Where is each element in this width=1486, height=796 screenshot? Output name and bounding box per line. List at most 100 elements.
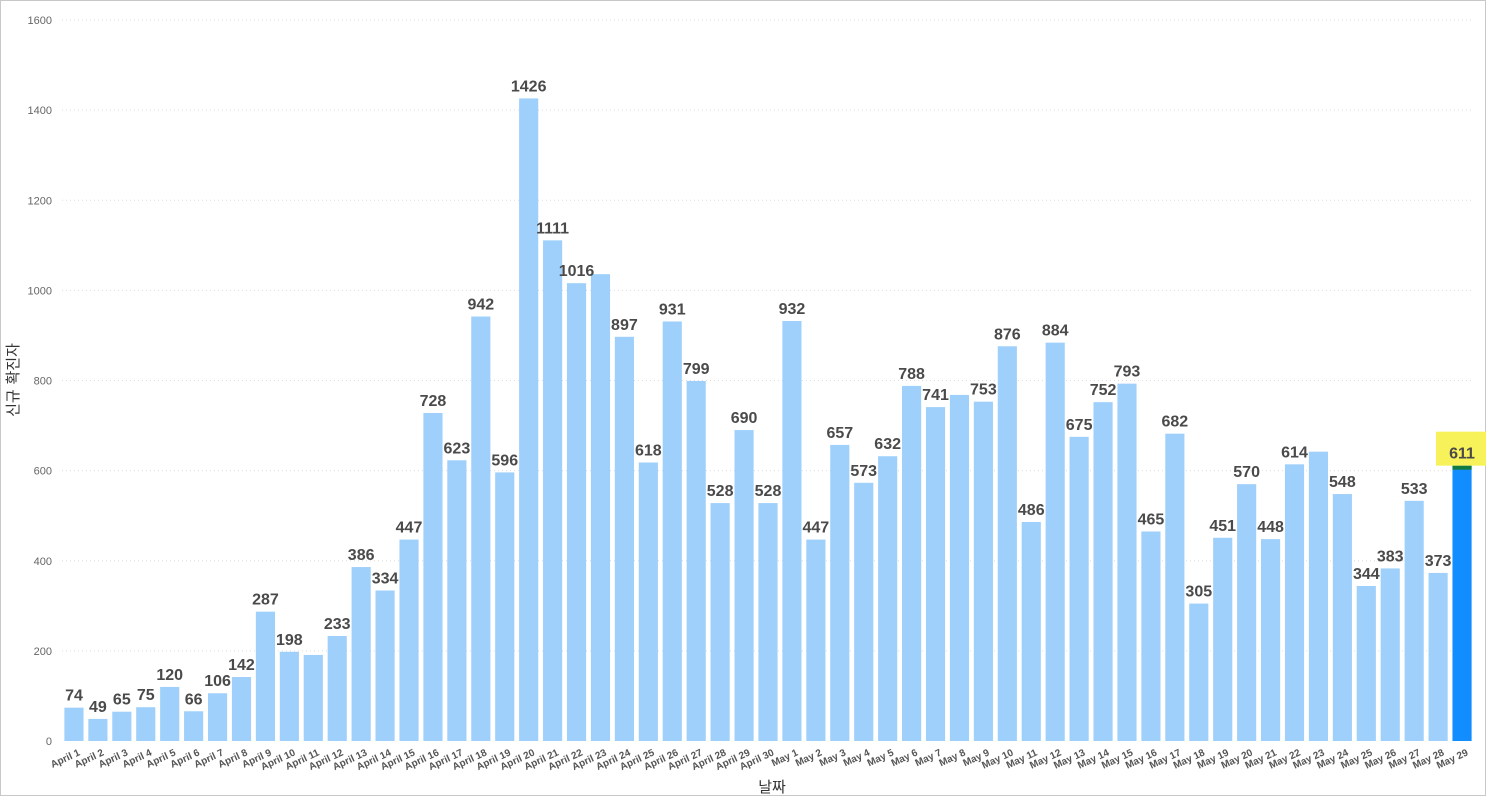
data-label: 465 [1138, 511, 1165, 528]
bar[interactable] [1261, 539, 1281, 741]
bar[interactable] [1404, 500, 1424, 741]
bar[interactable] [231, 677, 252, 741]
bar[interactable] [207, 693, 228, 741]
bar[interactable] [1428, 572, 1448, 741]
data-label: 690 [731, 410, 758, 427]
bar[interactable] [112, 711, 132, 741]
bar[interactable] [925, 407, 946, 741]
bar[interactable] [949, 394, 970, 741]
data-label: 573 [850, 463, 877, 480]
data-label: 753 [970, 382, 997, 399]
bar[interactable] [878, 456, 898, 741]
data-label: 596 [491, 452, 518, 469]
bar[interactable] [758, 503, 778, 741]
bar[interactable] [160, 686, 180, 741]
bar[interactable] [447, 460, 467, 741]
data-label: 570 [1233, 464, 1260, 481]
data-label: 448 [1257, 519, 1284, 536]
bar[interactable] [662, 321, 682, 741]
bar[interactable] [590, 274, 611, 741]
data-label: 793 [1114, 364, 1141, 381]
data-label: 451 [1209, 518, 1236, 535]
bar[interactable] [614, 336, 634, 741]
bars[interactable] [64, 98, 1472, 741]
data-label: 66 [185, 691, 203, 708]
bar[interactable] [279, 651, 299, 741]
bar[interactable] [710, 503, 730, 741]
bar[interactable] [423, 412, 443, 741]
bar[interactable] [255, 611, 275, 741]
data-label: 198 [276, 632, 303, 649]
bar[interactable] [1165, 433, 1185, 741]
data-label: 334 [372, 570, 399, 587]
bar[interactable] [734, 430, 754, 741]
bar[interactable] [1356, 585, 1376, 741]
bar[interactable] [543, 240, 563, 741]
bar[interactable] [471, 316, 491, 741]
bar[interactable] [1284, 464, 1305, 741]
data-label: 49 [89, 699, 107, 716]
data-label: 752 [1090, 382, 1117, 399]
bar[interactable] [399, 539, 419, 741]
data-label: 75 [137, 687, 155, 704]
bar[interactable] [1117, 383, 1137, 741]
y-tick-label: 400 [34, 556, 52, 568]
data-label: 611 [1449, 446, 1475, 463]
bar[interactable] [1069, 436, 1089, 741]
data-label: 788 [898, 366, 925, 383]
bar[interactable] [303, 654, 323, 741]
data-label: 799 [683, 361, 710, 378]
data-label: 373 [1425, 553, 1452, 570]
data-label: 1426 [511, 78, 547, 95]
data-label: 528 [755, 483, 782, 500]
y-tick-label: 600 [34, 466, 52, 478]
data-label: 1016 [559, 263, 595, 280]
data-label: 623 [444, 440, 471, 457]
bar[interactable] [495, 472, 515, 741]
bar[interactable] [327, 636, 347, 741]
data-label: 233 [324, 616, 351, 633]
bar[interactable] [1141, 531, 1161, 741]
bar[interactable] [1452, 465, 1472, 741]
data-label: 383 [1377, 548, 1404, 565]
bar[interactable] [1213, 537, 1233, 741]
bar[interactable] [566, 283, 587, 741]
bar[interactable] [830, 444, 850, 741]
data-label: 486 [1018, 502, 1045, 519]
bar[interactable] [1332, 494, 1352, 741]
bar[interactable] [997, 346, 1017, 741]
y-tick-label: 200 [34, 646, 52, 658]
bar[interactable] [686, 380, 706, 741]
bar[interactable] [782, 321, 802, 741]
data-label: 942 [467, 297, 494, 314]
bar[interactable] [638, 462, 658, 741]
bar[interactable] [973, 401, 993, 741]
bar[interactable] [1021, 521, 1041, 741]
data-label: 65 [113, 692, 131, 709]
highlight-callout [1436, 431, 1486, 466]
bar[interactable] [1308, 451, 1329, 741]
bar[interactable] [1380, 568, 1400, 741]
data-label: 106 [204, 673, 231, 690]
data-label: 931 [659, 301, 686, 318]
bar[interactable] [1189, 603, 1209, 741]
data-label: 632 [874, 436, 901, 453]
bar[interactable] [1045, 342, 1065, 741]
bar[interactable] [136, 707, 156, 741]
data-label: 657 [826, 425, 853, 442]
bar[interactable] [64, 707, 84, 741]
y-axis: 0 200 400 600 800 1000 1200 1400 1600 [28, 15, 52, 748]
bar[interactable] [375, 590, 395, 741]
bar[interactable] [351, 567, 371, 741]
bar[interactable] [1093, 402, 1113, 741]
y-tick-label: 1000 [28, 285, 52, 297]
bar[interactable] [88, 718, 108, 741]
bar[interactable] [806, 539, 826, 741]
bar[interactable] [902, 385, 922, 741]
bar[interactable] [854, 482, 874, 741]
data-label: 884 [1042, 323, 1069, 340]
x-axis-title: 날짜 [758, 778, 786, 796]
bar[interactable] [184, 711, 204, 741]
bar[interactable] [519, 98, 539, 741]
bar[interactable] [1237, 484, 1257, 741]
